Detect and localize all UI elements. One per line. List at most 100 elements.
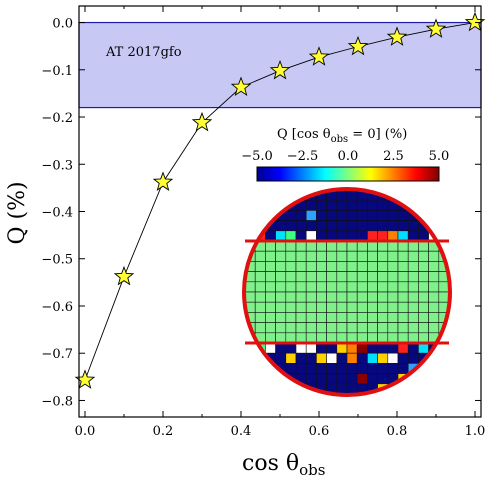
disk-cell	[397, 291, 409, 303]
x-axis-title: cos θobs	[242, 451, 325, 478]
disk-cell	[316, 363, 327, 374]
disk-cell	[316, 281, 327, 293]
disk-cell	[387, 250, 399, 262]
disk-cell	[428, 261, 440, 272]
disk-cell	[336, 261, 348, 272]
disk-cell	[367, 312, 378, 323]
disk-cell	[336, 363, 348, 374]
disk-cell	[275, 352, 287, 364]
disk-cell	[407, 220, 419, 232]
disk-cell	[377, 342, 389, 354]
y-tick-label: −0.3	[41, 158, 73, 173]
disk-cell	[326, 271, 338, 283]
disk-cell	[285, 261, 297, 272]
disk-cell	[295, 220, 307, 232]
disk-cell	[387, 342, 399, 354]
disk-cell	[285, 332, 297, 344]
disk-cell	[367, 250, 378, 262]
disk-cell	[407, 250, 419, 262]
disk-cell	[397, 250, 409, 262]
disk-cell	[305, 301, 317, 313]
disk-cell	[397, 352, 409, 364]
disk-cell	[346, 322, 358, 334]
disk-cell	[275, 322, 287, 334]
disk-cell	[407, 383, 419, 394]
disk-cell	[254, 363, 266, 374]
disk-cell	[316, 373, 327, 385]
disk-cell	[285, 271, 297, 283]
disk-cell	[265, 383, 276, 394]
disk-cell	[397, 312, 409, 323]
y-tick-label: −0.6	[41, 300, 73, 315]
disk-cell	[275, 281, 287, 293]
disk-cell	[295, 332, 307, 344]
disk-cell	[346, 352, 358, 364]
disk-cell	[356, 250, 368, 262]
disk-cell	[295, 210, 307, 221]
x-tick-label: 0.6	[309, 424, 330, 439]
y-tick-label: −0.5	[41, 253, 73, 268]
disk-cell	[326, 332, 338, 344]
disk-cell	[326, 250, 338, 262]
disk-cell	[377, 210, 389, 221]
disk-cell	[326, 281, 338, 293]
disk-cell	[407, 190, 419, 201]
disk-cell	[316, 220, 327, 232]
disk-cell	[305, 281, 317, 293]
disk-cell	[305, 291, 317, 303]
star-marker	[74, 369, 96, 389]
disk-cell	[367, 220, 378, 232]
disk-cell	[285, 363, 297, 374]
disk-cell	[285, 230, 297, 242]
disk-cell	[316, 332, 327, 344]
disk-cell	[326, 352, 338, 364]
disk-cell	[295, 301, 307, 313]
disk-cell	[305, 332, 317, 344]
colorbar-ticks: −5.0 −2.5 0.0 2.5 5.0	[241, 149, 449, 164]
disk-cell	[336, 271, 348, 283]
disk-cell	[407, 342, 419, 354]
disk-cell	[367, 271, 378, 283]
disk-cell	[326, 210, 338, 221]
disk-cell	[438, 352, 449, 364]
colorbar-title: Q [cos θobs = 0] (%)	[277, 127, 407, 145]
disk-cell	[387, 240, 399, 252]
disk-cell	[377, 322, 389, 334]
disk-cell	[397, 301, 409, 313]
disk-cell	[265, 332, 276, 344]
disk-cell	[387, 332, 399, 344]
disk-cell	[245, 352, 256, 364]
disk-cell	[387, 352, 399, 364]
disk-cell	[305, 250, 317, 262]
disk-cell	[418, 332, 429, 344]
disk-cell	[356, 301, 368, 313]
disk-cell	[346, 281, 358, 293]
disk-cell	[418, 373, 429, 385]
disk-cell	[407, 332, 419, 344]
disk-cell	[295, 271, 307, 283]
disk-cell	[387, 261, 399, 272]
disk-cell	[346, 199, 358, 211]
disk-cell	[397, 342, 409, 354]
disk-cell	[326, 199, 338, 211]
disk-cell	[356, 332, 368, 344]
disk-cell	[316, 291, 327, 303]
disk-cell	[265, 199, 276, 211]
disk-cell	[356, 230, 368, 242]
disk-cell	[438, 199, 449, 211]
disk-cell	[305, 352, 317, 364]
disk-cell	[336, 301, 348, 313]
disk-cell	[275, 312, 287, 323]
disk-cell	[367, 363, 378, 374]
disk-cell	[326, 261, 338, 272]
disk-cell	[418, 383, 429, 394]
x-axis-title-sub: obs	[299, 461, 325, 478]
disk-cell	[326, 312, 338, 323]
disk-cell	[336, 322, 348, 334]
disk-cell	[295, 250, 307, 262]
disk-cell	[254, 291, 266, 303]
disk-cell	[285, 383, 297, 394]
disk-cell	[356, 291, 368, 303]
polarization-disk-map	[245, 190, 449, 394]
disk-cell	[397, 332, 409, 344]
